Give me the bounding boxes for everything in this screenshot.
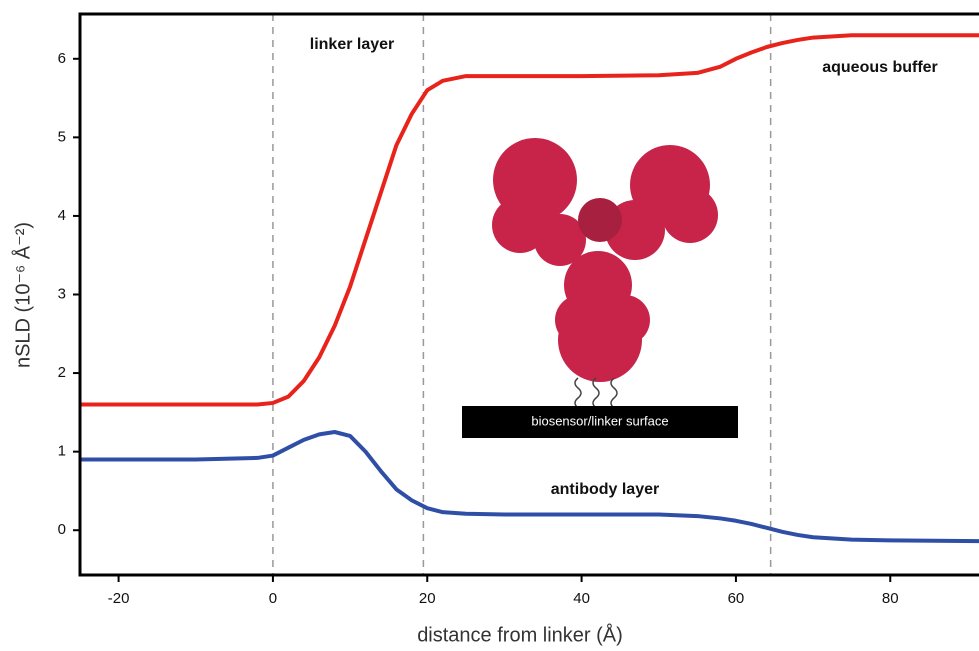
x-tick-label: 20 — [419, 590, 436, 607]
x-tick-label: -20 — [108, 590, 130, 607]
x-tick-label: 40 — [573, 590, 590, 607]
x-axis-label: distance from linker (Å) — [417, 623, 623, 646]
annotation: linker layer — [310, 36, 395, 53]
antibody-illustration — [462, 138, 738, 438]
y-tick-label: 4 — [58, 207, 66, 224]
annotation: biosensor/linker surface — [531, 413, 668, 428]
line-series — [80, 430, 979, 544]
y-tick-label: 1 — [58, 443, 66, 460]
x-tick-label: 0 — [269, 590, 277, 607]
line-series — [80, 33, 979, 407]
annotation: aqueous buffer — [822, 59, 938, 76]
x-tick-label: 80 — [882, 590, 899, 607]
y-axis-label: nSLD (10⁻⁶ Å⁻²) — [11, 222, 34, 368]
y-tick-label: 3 — [58, 285, 66, 302]
x-tick-label: 60 — [728, 590, 745, 607]
y-tick-label: 2 — [58, 364, 66, 381]
y-tick-label: 6 — [58, 50, 66, 67]
annotation: antibody layer — [551, 481, 659, 498]
y-tick-label: 5 — [58, 128, 66, 145]
y-tick-label: 0 — [58, 521, 66, 538]
axis-frame — [78, 12, 979, 577]
